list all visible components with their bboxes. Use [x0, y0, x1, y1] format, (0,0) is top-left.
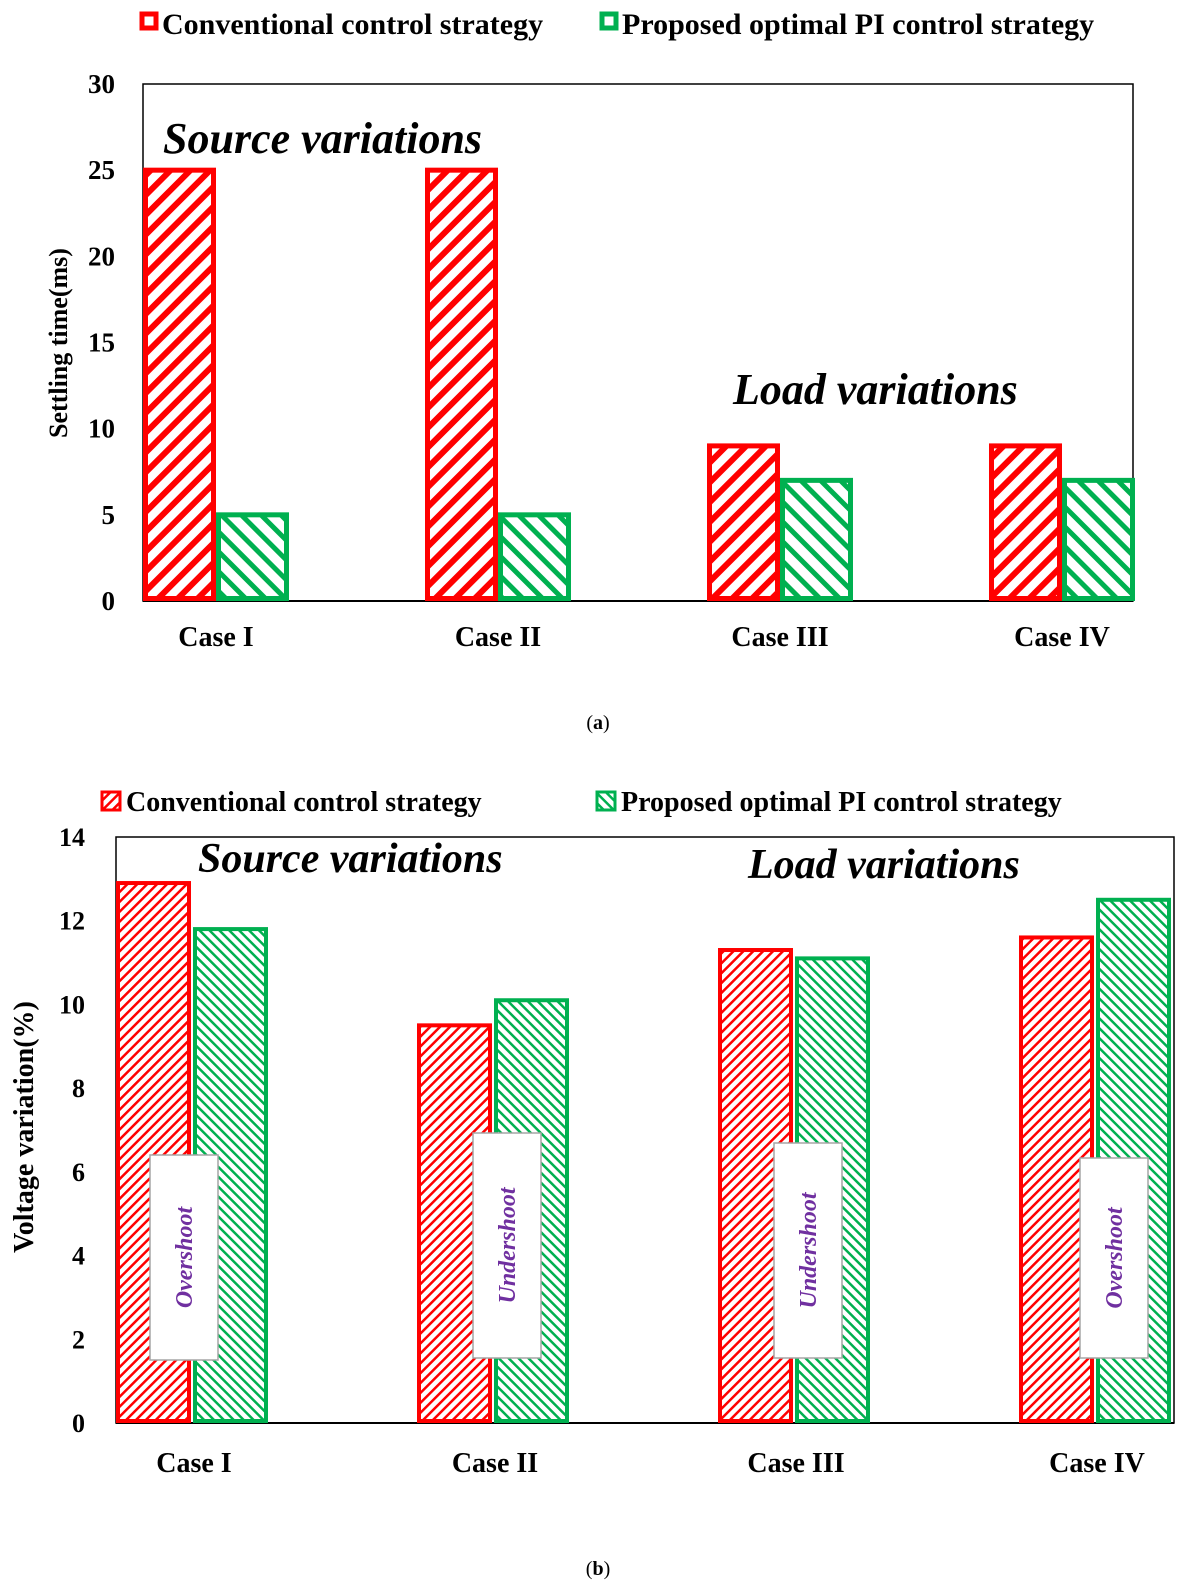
- legend-a-swatch-proposed: [599, 11, 619, 31]
- x-tick-label: Case IV: [1049, 1448, 1145, 1479]
- y-tick-label: 10: [88, 414, 115, 444]
- x-tick-label: Case I: [156, 1448, 231, 1479]
- note-undershoot: Undershoot: [495, 1186, 521, 1303]
- x-tick-label: Case II: [455, 622, 541, 653]
- bar-conventional-2: [425, 167, 498, 602]
- caption-b-letter: b: [592, 1558, 603, 1580]
- annotation-load-variations-b: Load variations: [747, 842, 1020, 888]
- legend-b-swatch-conventional: [100, 790, 122, 812]
- bars-b: [116, 881, 1171, 1424]
- plot-area-b: [115, 836, 1175, 1424]
- legend-a-label-conventional: Conventional control strategy: [162, 8, 543, 41]
- caption-a: (a): [586, 712, 609, 734]
- y-tick-label: 30: [88, 69, 115, 99]
- y-tick-label: 8: [72, 1074, 85, 1103]
- bar-proposed-1: [216, 512, 289, 601]
- y-tick-label: 6: [72, 1158, 85, 1187]
- caption-a-open: (: [586, 712, 593, 734]
- x-tick-label: Case III: [731, 622, 828, 653]
- caption-b-open: (: [586, 1558, 593, 1580]
- x-tick-label: Case I: [178, 622, 253, 653]
- note-box: [1079, 1157, 1149, 1359]
- x-labels-b: Case I Case II Case III Case IV: [156, 1448, 1145, 1479]
- y-tick-label: 4: [72, 1242, 85, 1271]
- caption-b-close: ): [604, 1558, 611, 1580]
- y-ticks-a: 0 5 10 15 20 25 30: [88, 69, 115, 616]
- caption-b: (b): [586, 1558, 610, 1580]
- y-tick-label: 25: [88, 155, 115, 185]
- bar-proposed-2: [498, 512, 571, 601]
- y-axis-label-b: Voltage variation(%): [9, 1001, 40, 1253]
- legend-a: Conventional control strategy Proposed o…: [139, 8, 1094, 41]
- x-tick-label: Case II: [452, 1448, 538, 1479]
- x-labels-a: Case I Case II Case III Case IV: [178, 622, 1110, 653]
- y-ticks-b: 0 2 4 6 8 10 12 14: [59, 823, 85, 1438]
- chart-a: Conventional control strategy Proposed o…: [44, 8, 1135, 734]
- y-tick-label: 14: [59, 823, 85, 852]
- note-overshoot: Overshoot: [172, 1206, 198, 1309]
- annotation-load-variations-a: Load variations: [732, 365, 1018, 414]
- y-tick-label: 20: [88, 241, 115, 271]
- legend-b-label-proposed: Proposed optimal PI control strategy: [621, 787, 1062, 818]
- legend-a-label-proposed: Proposed optimal PI control strategy: [622, 8, 1094, 41]
- y-tick-label: 0: [102, 586, 116, 616]
- annotation-source-variations-b: Source variations: [198, 836, 503, 882]
- x-tick-label: Case III: [747, 1448, 844, 1479]
- note-box: [149, 1154, 219, 1361]
- bar-proposed-4: [1062, 477, 1135, 601]
- y-tick-label: 15: [88, 328, 115, 358]
- bar-notes-b: Overshoot Undershoot Undershoot Overshoot: [149, 1132, 1149, 1361]
- bar-conventional-3: [707, 443, 780, 601]
- y-axis-label-a: Settling time(ms): [44, 248, 73, 438]
- y-tick-label: 2: [72, 1325, 85, 1354]
- y-tick-label: 10: [59, 990, 85, 1019]
- y-tick-label: 0: [72, 1409, 85, 1438]
- note-box: [472, 1132, 542, 1359]
- y-tick-label: 5: [102, 500, 116, 530]
- bar-conventional-4: [989, 443, 1062, 601]
- note-overshoot: Overshoot: [1102, 1206, 1128, 1309]
- note-undershoot: Undershoot: [796, 1191, 822, 1308]
- legend-a-swatch-conventional: [139, 11, 159, 31]
- x-tick-label: Case IV: [1014, 622, 1110, 653]
- bar-conventional-1: [143, 167, 216, 602]
- bars-a: [143, 167, 1135, 602]
- legend-b-swatch-proposed: [595, 790, 617, 812]
- bar-proposed-3: [780, 477, 853, 601]
- legend-b: Conventional control strategy Proposed o…: [100, 787, 1062, 818]
- y-tick-label: 12: [59, 907, 85, 936]
- note-box: [773, 1142, 843, 1359]
- chart-b: Conventional control strategy Proposed o…: [9, 787, 1175, 1580]
- caption-a-close: ): [603, 712, 610, 734]
- caption-a-letter: a: [593, 712, 603, 734]
- annotation-source-variations-a: Source variations: [163, 114, 482, 163]
- legend-b-label-conventional: Conventional control strategy: [126, 787, 482, 818]
